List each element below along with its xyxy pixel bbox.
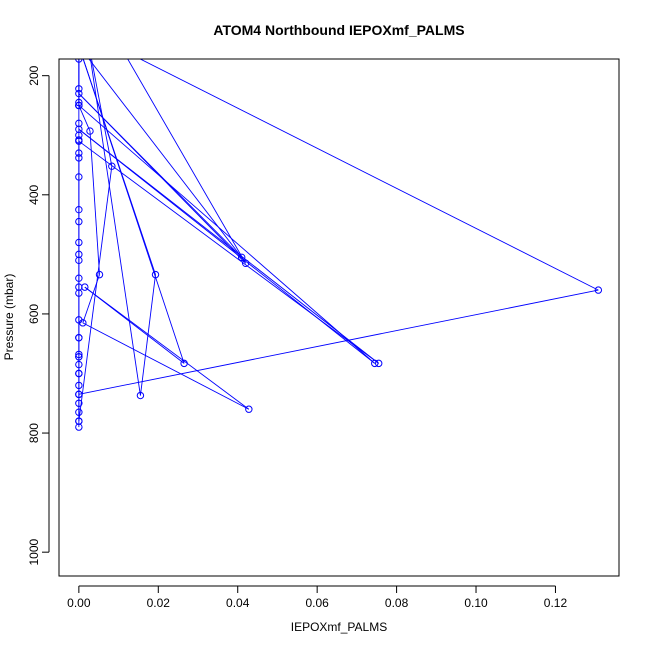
series-line-segment	[139, 59, 599, 291]
y-tick-label: 200	[27, 65, 41, 85]
series-line-segment	[78, 93, 243, 258]
data-point	[75, 238, 83, 247]
data-point	[86, 127, 94, 135]
y-tick-label: 600	[27, 304, 41, 324]
data-point	[75, 137, 83, 145]
data-point	[75, 205, 83, 214]
y-axis-label: Pressure (mbar)	[2, 274, 16, 361]
series-line-segment	[139, 274, 156, 396]
series-line-segment	[78, 289, 599, 395]
data-point	[75, 89, 83, 98]
series-line-segment	[84, 286, 250, 410]
data-point	[75, 360, 83, 369]
y-tick-label: 1000	[27, 539, 41, 566]
series-line-segment	[88, 59, 243, 258]
data-point	[75, 353, 83, 361]
data-point	[75, 98, 83, 107]
y-tick-label: 800	[27, 423, 41, 443]
data-point	[241, 259, 250, 267]
data-point	[75, 369, 83, 378]
data-point	[75, 125, 83, 133]
data-point	[75, 250, 83, 259]
series-line-segment	[82, 322, 250, 410]
data-layer	[75, 59, 603, 431]
x-tick-label: 0.12	[544, 596, 568, 610]
data-point	[75, 390, 83, 399]
data-point	[245, 405, 253, 413]
data-point	[371, 359, 379, 368]
series-line-segment	[78, 105, 376, 364]
data-point	[75, 417, 83, 425]
data-point	[75, 408, 83, 416]
data-point	[75, 59, 83, 63]
series-line-segment	[78, 105, 91, 132]
y-tick-label: 400	[27, 184, 41, 204]
x-tick-label: 0.10	[464, 596, 488, 610]
data-point	[75, 173, 83, 181]
data-point	[180, 359, 188, 368]
series-line-segment	[78, 128, 376, 364]
y-axis: 200 400 600 800 1000	[27, 65, 50, 566]
series-line-segment	[91, 59, 113, 167]
data-point	[75, 350, 83, 359]
data-point	[75, 154, 83, 162]
series-line-segment	[127, 59, 247, 264]
data-point	[75, 334, 83, 342]
data-point	[151, 270, 160, 279]
series-line-segment	[89, 131, 100, 275]
data-point	[594, 286, 603, 294]
series-line-segment	[78, 140, 379, 364]
x-tick-label: 0.02	[147, 596, 171, 610]
data-point	[79, 319, 87, 327]
x-axis-label: IEPOXmf_PALMS	[291, 620, 387, 634]
data-point	[375, 359, 383, 368]
data-point	[75, 399, 83, 407]
data-point	[75, 274, 83, 282]
data-point	[237, 253, 246, 262]
data-point	[95, 270, 104, 279]
x-axis: 0.00 0.02 0.04 0.06 0.08 0.10 0.12	[67, 585, 568, 610]
data-point	[75, 217, 83, 226]
x-tick-label: 0.04	[226, 596, 250, 610]
x-tick-label: 0.06	[305, 596, 329, 610]
data-point	[108, 162, 116, 170]
data-point	[136, 391, 145, 400]
chart-title: ATOM4 Northbound IEPOXmf_PALMS	[213, 22, 464, 38]
x-tick-label: 0.08	[385, 596, 409, 610]
data-point	[75, 101, 83, 110]
data-point	[75, 85, 83, 93]
series-line-segment	[84, 286, 185, 364]
x-tick-label: 0.00	[67, 596, 91, 610]
data-point	[81, 283, 89, 291]
series-line-segment	[78, 166, 113, 422]
data-point	[75, 149, 83, 157]
plot-frame	[58, 58, 620, 577]
data-point	[75, 381, 83, 390]
series-line-segment	[82, 59, 156, 275]
series-line-segment	[90, 59, 141, 396]
